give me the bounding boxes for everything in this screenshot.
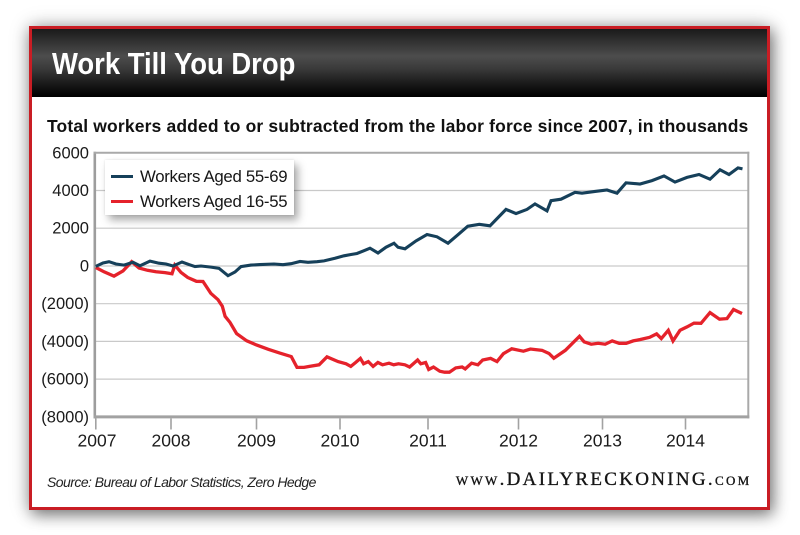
svg-text:6000: 6000: [52, 144, 89, 162]
svg-text:2010: 2010: [321, 431, 360, 451]
svg-text:2011: 2011: [409, 431, 447, 451]
svg-text:2000: 2000: [52, 220, 89, 238]
svg-text:(8000): (8000): [41, 408, 89, 426]
svg-text:2007: 2007: [78, 431, 117, 451]
svg-text:(2000): (2000): [41, 295, 89, 313]
svg-text:(4000): (4000): [41, 333, 89, 351]
svg-text:2014: 2014: [666, 431, 705, 451]
svg-text:0: 0: [80, 258, 89, 276]
svg-text:2008: 2008: [152, 431, 191, 451]
svg-text:2009: 2009: [237, 431, 276, 451]
svg-text:2012: 2012: [499, 431, 538, 451]
svg-text:(6000): (6000): [41, 371, 89, 389]
svg-text:2013: 2013: [583, 431, 622, 451]
svg-text:4000: 4000: [52, 182, 89, 200]
